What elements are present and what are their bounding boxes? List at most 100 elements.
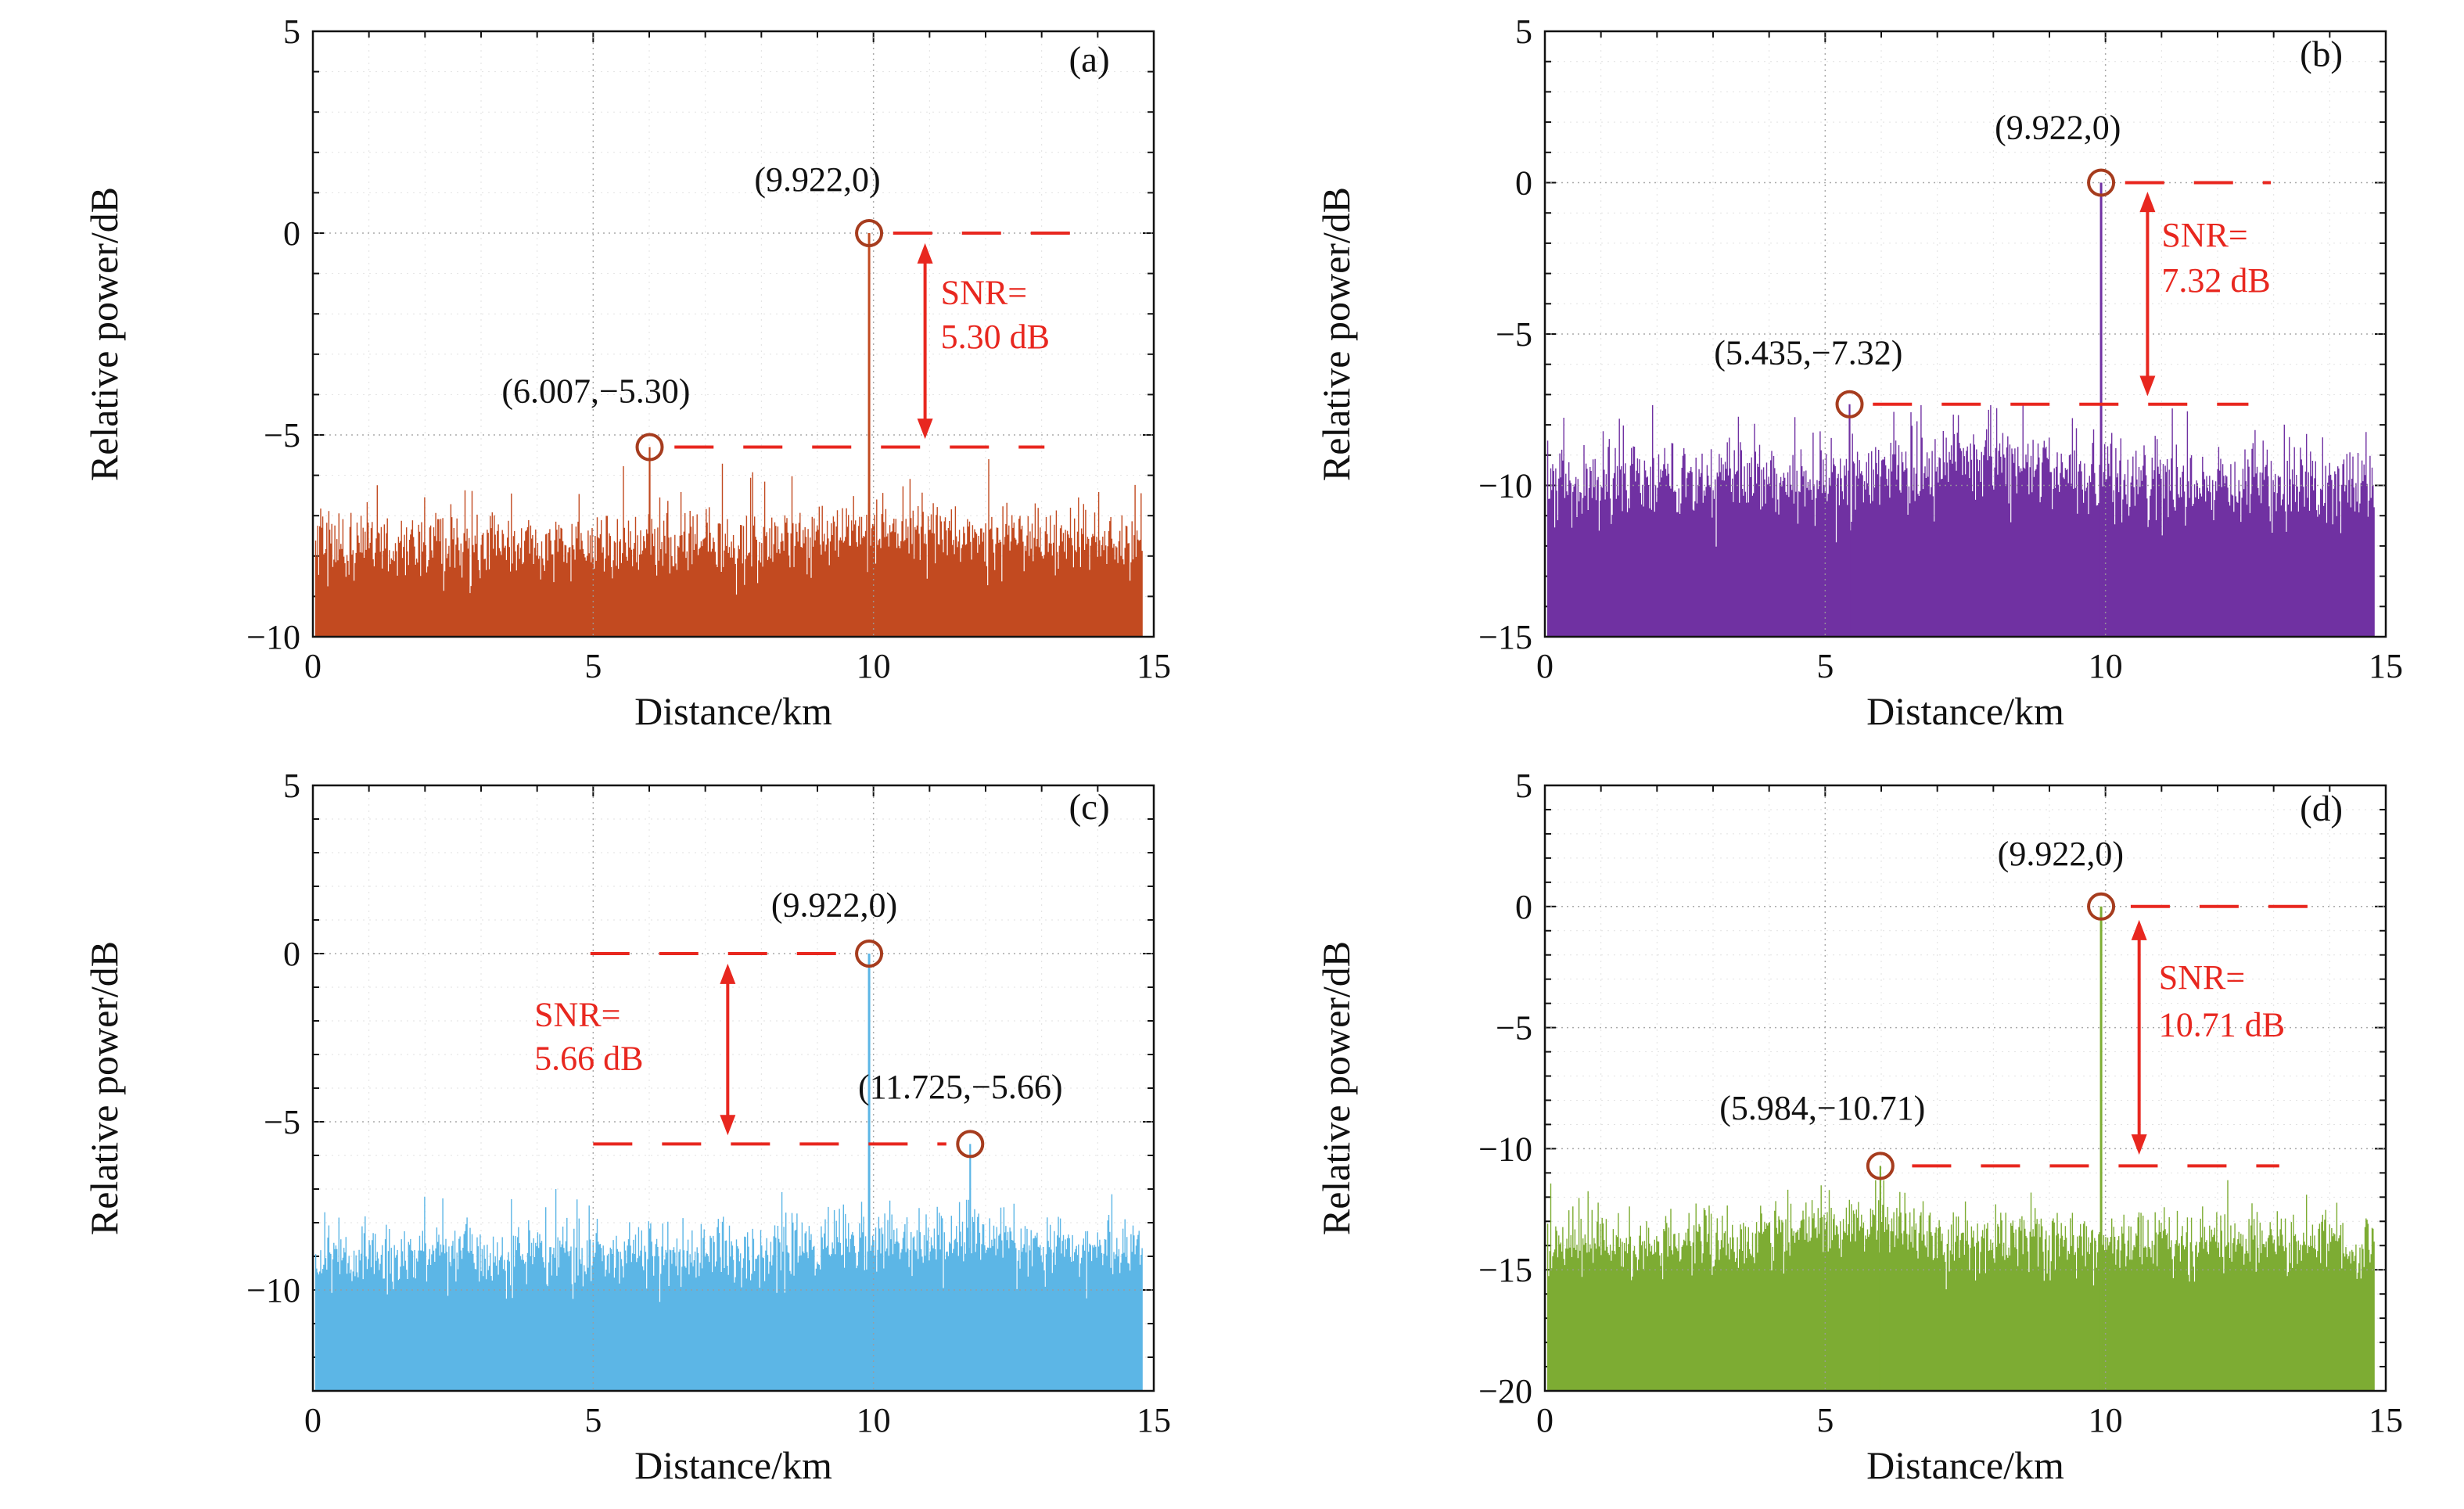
x-tick-label: 0	[1536, 647, 1553, 685]
y-tick-label: 0	[283, 935, 300, 973]
ref-marker	[1866, 1152, 1895, 1180]
y-tick-label: −15	[1478, 618, 1532, 656]
y-tick-label: −10	[246, 1271, 300, 1310]
y-tick-label: −10	[1478, 1130, 1532, 1168]
tick-labels: 0 5 10 15 −20 −15 −10 −5 0 5	[1478, 767, 2403, 1439]
plot-frame	[1543, 784, 2387, 1392]
x-axis-label: Distance/km	[634, 689, 832, 733]
x-tick-label: 15	[2369, 1401, 2403, 1439]
y-axis-label: Relative power/dB	[82, 941, 126, 1235]
y-tick-label: −5	[264, 416, 300, 454]
ref-marker	[1835, 390, 1864, 419]
panel-letter: (a)	[1069, 40, 1109, 81]
ref-marker	[956, 1130, 985, 1159]
y-tick-label: −5	[1496, 315, 1532, 354]
ref-marker	[635, 433, 664, 462]
x-axis-label: Distance/km	[1866, 1443, 2064, 1487]
plot-frame	[1543, 30, 2387, 638]
y-tick-label: −5	[1496, 1009, 1532, 1047]
peak-coord-label: (9.922,0)	[771, 886, 897, 925]
y-tick-label: −15	[1478, 1251, 1532, 1289]
plot-frame	[311, 30, 1155, 638]
snr-text-line: SNR=	[2161, 216, 2247, 254]
panel-b-cell: 0 5 10 15 −15 −10 −5 0 5 Distance/km Relative powe…	[1232, 0, 2464, 754]
y-tick-label: 5	[1515, 13, 1532, 51]
grid-major	[1545, 785, 2386, 1391]
ref-coord-label: (6.007,−5.30)	[501, 372, 690, 411]
y-tick-label: 0	[1515, 888, 1532, 926]
chart-panel-a: 0 5 10 15 −10 −5 0 5 Distance/km Relative power/d…	[82, 13, 1171, 733]
panel-letter: (c)	[1069, 787, 1109, 828]
peak-marker	[855, 219, 884, 247]
annotations: SNR= 5.30 dB (9.922,0) (6.007,−5.30) (a)	[501, 40, 1110, 462]
x-tick-label: 10	[857, 647, 891, 685]
x-tick-label: 10	[2089, 1401, 2123, 1439]
panel-letter: (d)	[2300, 789, 2343, 829]
ref-coord-label: (5.984,−10.71)	[1719, 1089, 1925, 1127]
x-tick-label: 10	[857, 1401, 891, 1439]
peak-coord-label: (9.922,0)	[1995, 108, 2121, 146]
chart-panel-b: 0 5 10 15 −15 −10 −5 0 5 Distance/km Relative powe…	[1314, 13, 2403, 733]
x-tick-label: 15	[2369, 647, 2403, 685]
snr-arrowhead-up	[2139, 192, 2156, 213]
tick-labels: 0 5 10 15 −10 −5 0 5	[246, 767, 1171, 1439]
x-tick-label: 15	[1137, 1401, 1171, 1439]
panel-c-cell: 0 5 10 15 −10 −5 0 5 Distance/km Relative power/d…	[0, 754, 1232, 1508]
y-tick-label: −20	[1478, 1372, 1532, 1410]
grid-minor	[1545, 31, 2386, 637]
annotations: SNR= 5.66 dB (9.922,0) (11.725,−5.66) (c)	[534, 787, 1110, 1159]
y-tick-label: 5	[283, 13, 300, 51]
annotations: SNR= 10.71 dB (9.922,0) (5.984,−10.71) (d)	[1719, 789, 2343, 1180]
x-axis-label: Distance/km	[1866, 689, 2064, 733]
grid-major	[313, 31, 1154, 637]
peak-coord-label: (9.922,0)	[1998, 835, 2124, 873]
snr-arrowhead-down	[2139, 375, 2156, 397]
y-axis-label: Relative power/dB	[82, 187, 126, 481]
snr-arrowhead-up	[2131, 919, 2147, 940]
panel-letter: (b)	[2300, 34, 2343, 75]
tick-labels: 0 5 10 15 −10 −5 0 5	[246, 13, 1171, 685]
noise-trace	[1546, 906, 2375, 1391]
y-tick-label: −10	[1478, 467, 1532, 505]
ref-coord-label: (11.725,−5.66)	[858, 1068, 1063, 1106]
chart-panel-c: 0 5 10 15 −10 −5 0 5 Distance/km Relative power/d…	[82, 767, 1171, 1487]
snr-arrowhead-down	[2131, 1134, 2147, 1155]
noise-trace	[314, 954, 1143, 1391]
y-axis-label: Relative power/dB	[1314, 187, 1358, 481]
plot-frame	[311, 784, 1155, 1392]
panel-a-cell: 0 5 10 15 −10 −5 0 5 Distance/km Relative power/d…	[0, 0, 1232, 754]
peak-marker	[2087, 892, 2116, 921]
peak-marker	[855, 940, 884, 968]
noise-trace	[1546, 182, 2375, 637]
snr-text-line: 5.30 dB	[941, 318, 1050, 356]
snr-arrowhead-up	[917, 243, 933, 264]
grid-major	[1545, 31, 2386, 637]
snr-text-line: 7.32 dB	[2161, 261, 2270, 300]
y-tick-label: 0	[1515, 164, 1532, 203]
ref-coord-label: (5.435,−7.32)	[1714, 334, 1902, 372]
y-axis-label: Relative power/dB	[1314, 941, 1358, 1235]
peak-marker	[2087, 168, 2116, 197]
x-tick-label: 5	[584, 647, 602, 685]
x-axis-label: Distance/km	[634, 1443, 832, 1487]
annotations: SNR= 7.32 dB (9.922,0) (5.435,−7.32) (b)	[1714, 34, 2343, 419]
chart-panel-d: 0 5 10 15 −20 −15 −10 −5 0 5 Distance/km Relative p…	[1314, 767, 2403, 1487]
x-tick-label: 15	[1137, 647, 1171, 685]
x-tick-label: 0	[304, 1401, 321, 1439]
y-tick-label: 5	[283, 767, 300, 805]
x-tick-label: 5	[1816, 647, 1834, 685]
snr-arrowhead-down	[720, 1115, 736, 1136]
x-tick-label: 5	[584, 1401, 602, 1439]
snr-arrowhead-down	[917, 419, 933, 440]
snr-text-line: SNR=	[2159, 958, 2245, 997]
snr-text-line: SNR=	[534, 995, 620, 1033]
y-tick-label: −10	[246, 618, 300, 656]
tick-labels: 0 5 10 15 −15 −10 −5 0 5	[1478, 13, 2403, 685]
snr-text-line: 10.71 dB	[2159, 1005, 2285, 1044]
grid-major	[313, 785, 1154, 1391]
snr-text-line: 5.66 dB	[534, 1039, 643, 1077]
y-tick-label: −5	[264, 1103, 300, 1141]
snr-arrowhead-up	[720, 963, 736, 984]
y-tick-label: 0	[283, 214, 300, 253]
